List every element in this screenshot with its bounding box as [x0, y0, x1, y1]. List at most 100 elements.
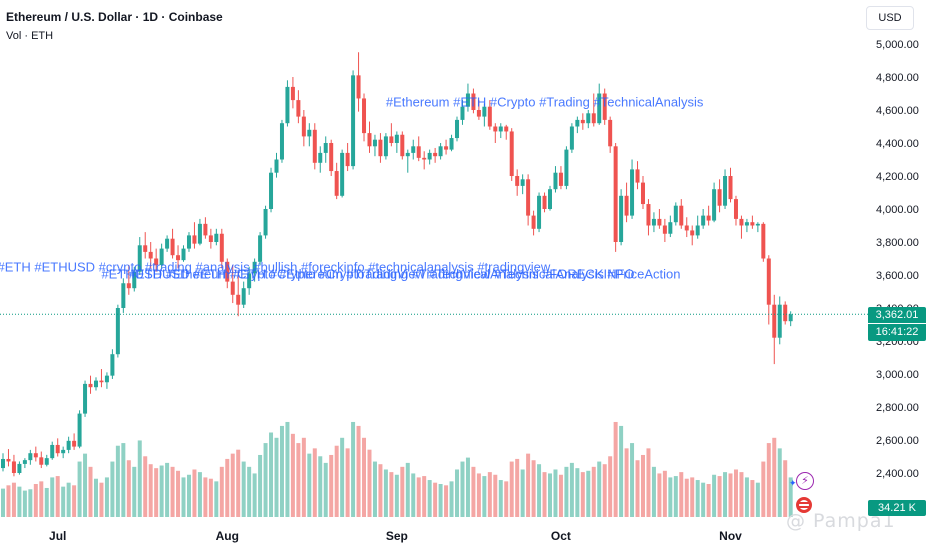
sparkle-icon: ✦ [789, 478, 797, 488]
time-axis: Jul Aug Sep Oct Nov [49, 529, 742, 543]
candle-body [520, 179, 525, 186]
candle-body [411, 146, 416, 153]
volume-bar [723, 472, 728, 517]
candle-body [241, 288, 246, 305]
candle-body [438, 146, 443, 157]
candle-body [449, 138, 454, 150]
candle-body [61, 449, 66, 454]
price-tick-label: 2,600.00 [876, 435, 919, 447]
volume-bar [252, 473, 257, 517]
volume-bar [132, 466, 137, 517]
candle-body [619, 195, 624, 242]
candle-body [296, 100, 301, 117]
candle-body [186, 235, 191, 249]
volume-bar [471, 466, 476, 517]
candle-body [728, 176, 733, 200]
volume-bar [176, 470, 181, 517]
volume-bar [733, 469, 738, 517]
candle-body [6, 458, 11, 462]
volume-bar [662, 470, 667, 517]
volume-bar [329, 454, 334, 517]
candle-body [766, 258, 771, 305]
volume-bar [181, 477, 186, 517]
volume-bar [444, 485, 449, 517]
candle-body [219, 233, 224, 262]
volume-bar [712, 474, 717, 517]
candle-body [329, 143, 334, 172]
volume-bar [695, 480, 700, 517]
volume-bar [515, 458, 520, 517]
us-flag-icon[interactable] [796, 497, 812, 513]
volume-bar [717, 476, 722, 517]
volume-bar [137, 440, 142, 517]
volume-bar [340, 437, 345, 517]
candle-body [44, 458, 49, 465]
volume-bar [772, 437, 777, 517]
candle-body [597, 93, 602, 124]
volume-value-badge: 34.21 K [868, 500, 926, 516]
volume-bar [192, 469, 197, 517]
volume-bar [493, 474, 498, 517]
currency-button[interactable]: USD [866, 6, 914, 30]
volume-bar [673, 476, 678, 517]
candle-body [318, 152, 323, 163]
volume-bar [334, 445, 339, 517]
candle-body [258, 235, 263, 262]
candle-body [383, 136, 388, 157]
price-tick-label: 3,000.00 [876, 369, 919, 381]
volume-bar [230, 453, 235, 517]
candle-body [137, 245, 142, 272]
lightning-icon[interactable]: ⚡ [796, 472, 814, 490]
candle-body [181, 248, 186, 261]
volume-bar [761, 461, 766, 517]
candlestick-series [1, 52, 793, 477]
price-tick-label: 4,800.00 [876, 72, 919, 84]
volume-bar [586, 470, 591, 517]
volume-title[interactable]: Vol · ETH [6, 30, 54, 42]
volume-bar [591, 466, 596, 517]
price-tick-label: 4,200.00 [876, 171, 919, 183]
price-scale: 5,000.00 4,800.00 4,600.00 4,400.00 4,200.00… [876, 39, 919, 513]
bar-countdown-label: 16:41:22 [875, 326, 919, 338]
candle-body [586, 113, 591, 124]
volume-bar [219, 466, 224, 517]
volume-bar [788, 477, 793, 517]
volume-bar [651, 466, 656, 517]
symbol-title[interactable]: Ethereum / U.S. Dollar · 1D · Coinbase [6, 10, 223, 24]
candle-body [279, 123, 284, 160]
volume-bar [783, 460, 788, 517]
volume-bar [269, 432, 274, 517]
candle-body [203, 223, 208, 236]
volume-bar [744, 477, 749, 517]
volume-bar [433, 482, 438, 517]
candle-body [28, 453, 33, 461]
candle-body [668, 222, 673, 234]
volume-bar [11, 482, 16, 517]
volume-bar [143, 456, 148, 517]
candle-body [225, 261, 230, 282]
volume-bar [624, 448, 629, 517]
candle-body [285, 86, 290, 124]
volume-bar [504, 481, 509, 517]
volume-bar [296, 443, 301, 517]
candle-body [17, 463, 22, 473]
candle-body [739, 218, 744, 226]
volume-bar [602, 464, 607, 517]
volume-bar [706, 484, 711, 517]
candle-body [755, 223, 760, 226]
candle-body [367, 133, 372, 147]
candle-body [230, 281, 235, 295]
candle-body [640, 182, 645, 205]
candle-body [252, 261, 257, 274]
candle-body [148, 251, 153, 259]
candle-body [575, 119, 580, 127]
candle-body [602, 93, 607, 120]
volume-bar [728, 473, 733, 517]
candle-body [154, 258, 159, 266]
annotation-label: #ETH #ETHUSD #crypto #trading #analysis … [0, 260, 551, 275]
candle-body [630, 169, 635, 216]
candle-body [564, 149, 569, 186]
candle-body [548, 189, 552, 209]
candle-body [405, 152, 410, 157]
